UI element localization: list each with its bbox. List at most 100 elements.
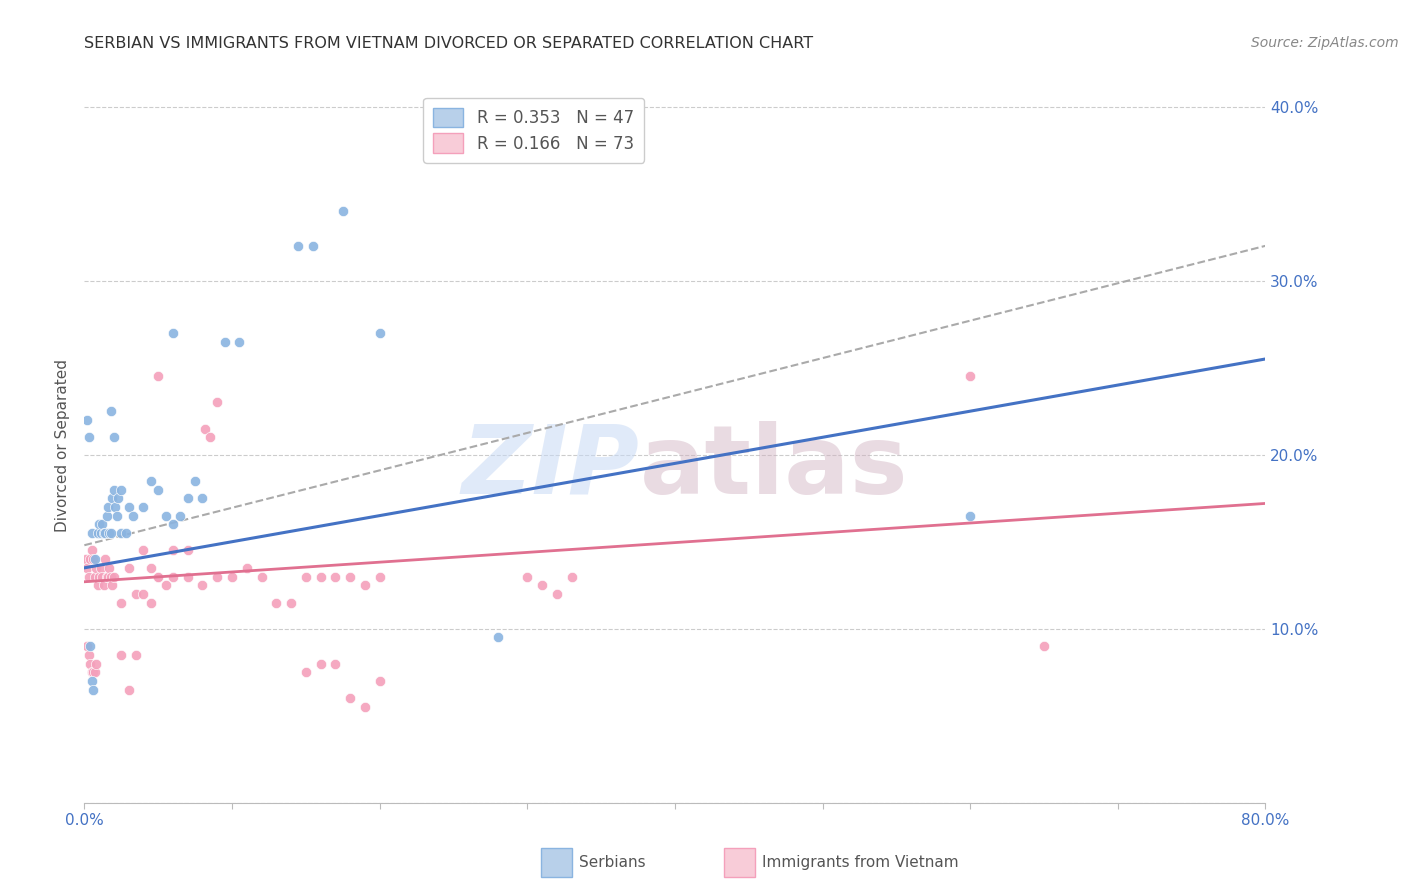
Point	[110, 596, 132, 610]
Point	[118, 500, 141, 514]
Point	[82, 552, 104, 566]
Text: SERBIAN VS IMMIGRANTS FROM VIETNAM DIVORCED OR SEPARATED CORRELATION CHART: SERBIAN VS IMMIGRANTS FROM VIETNAM DIVOR…	[84, 36, 814, 51]
Point	[486, 631, 509, 645]
Point	[104, 500, 127, 514]
Point	[162, 517, 184, 532]
Point	[169, 508, 191, 523]
Point	[83, 665, 105, 680]
Point	[87, 517, 111, 532]
Point	[309, 569, 332, 583]
Point	[83, 569, 105, 583]
Point	[80, 526, 103, 541]
Point	[205, 569, 228, 583]
Text: Immigrants from Vietnam: Immigrants from Vietnam	[762, 855, 959, 870]
Point	[177, 569, 200, 583]
Point	[191, 491, 214, 506]
Point	[87, 569, 111, 583]
Point	[100, 569, 122, 583]
Point	[94, 552, 117, 566]
Point	[139, 561, 162, 575]
Point	[162, 543, 184, 558]
Point	[80, 673, 103, 688]
Point	[97, 500, 120, 514]
Point	[90, 526, 112, 541]
Point	[96, 569, 118, 583]
Point	[228, 334, 250, 349]
Point	[214, 334, 236, 349]
Point	[139, 474, 162, 488]
Point	[198, 430, 221, 444]
Point	[302, 239, 325, 253]
Point	[264, 596, 288, 610]
Point	[103, 483, 125, 497]
Point	[155, 508, 177, 523]
Point	[155, 578, 177, 592]
Point	[96, 508, 118, 523]
Point	[323, 569, 347, 583]
Point	[530, 578, 553, 592]
Point	[287, 239, 309, 253]
Point	[75, 552, 97, 566]
Point	[295, 665, 318, 680]
Point	[323, 657, 347, 671]
Point	[110, 483, 132, 497]
Point	[100, 404, 122, 418]
Point	[125, 587, 148, 601]
Point	[162, 569, 184, 583]
Point	[295, 569, 318, 583]
Point	[125, 648, 148, 662]
Point	[91, 517, 114, 532]
Point	[339, 569, 361, 583]
Point	[83, 552, 105, 566]
Point	[82, 665, 104, 680]
Point	[368, 569, 391, 583]
Point	[194, 421, 217, 435]
Text: atlas: atlas	[640, 421, 908, 514]
Point	[368, 673, 391, 688]
Point	[100, 526, 122, 541]
Point	[77, 648, 100, 662]
Point	[132, 543, 155, 558]
Point	[101, 491, 124, 506]
Point	[79, 639, 101, 653]
Point	[959, 369, 981, 384]
Legend: R = 0.353   N = 47, R = 0.166   N = 73: R = 0.353 N = 47, R = 0.166 N = 73	[423, 97, 644, 162]
Point	[354, 700, 377, 714]
Point	[86, 526, 108, 541]
Point	[177, 491, 200, 506]
Point	[191, 578, 214, 592]
Y-axis label: Divorced or Separated: Divorced or Separated	[55, 359, 70, 533]
Text: Serbians: Serbians	[579, 855, 645, 870]
Point	[91, 569, 114, 583]
Point	[110, 526, 132, 541]
Point	[103, 569, 125, 583]
Point	[82, 682, 104, 697]
Point	[122, 508, 145, 523]
Point	[79, 552, 101, 566]
Point	[177, 543, 200, 558]
Point	[90, 561, 112, 575]
Point	[86, 578, 108, 592]
Point	[94, 526, 117, 541]
Point	[84, 561, 107, 575]
Point	[98, 526, 121, 541]
Point	[80, 543, 103, 558]
Point	[309, 657, 332, 671]
Point	[184, 474, 207, 488]
Point	[162, 326, 184, 340]
Point	[98, 561, 121, 575]
Point	[118, 682, 141, 697]
Point	[148, 569, 170, 583]
Point	[77, 430, 100, 444]
Point	[148, 369, 170, 384]
Point	[79, 657, 101, 671]
Point	[80, 665, 103, 680]
Point	[76, 413, 98, 427]
Point	[959, 508, 981, 523]
Text: Source: ZipAtlas.com: Source: ZipAtlas.com	[1251, 36, 1399, 50]
Point	[354, 578, 377, 592]
Point	[221, 569, 243, 583]
Point	[93, 578, 115, 592]
Point	[280, 596, 302, 610]
Point	[132, 587, 155, 601]
